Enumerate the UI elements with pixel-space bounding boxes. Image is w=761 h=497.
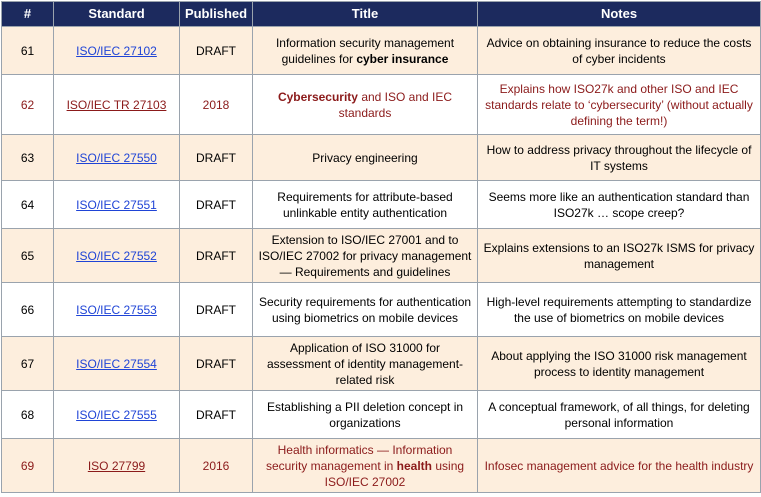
standard-link[interactable]: ISO 27799	[87, 458, 146, 473]
published-cell: 2018	[179, 74, 253, 135]
table-row: 67 ISO/IEC 27554 DRAFT Application of IS…	[1, 336, 761, 391]
standard-link[interactable]: ISO/IEC 27551	[76, 197, 157, 212]
notes-cell: Explains how ISO27k and other ISO and IE…	[477, 74, 761, 135]
published-cell: DRAFT	[179, 180, 253, 229]
notes-cell: Infosec management advice for the health…	[477, 438, 761, 493]
row-number: 66	[1, 282, 54, 337]
published-cell: DRAFT	[179, 336, 253, 391]
table-row: 62 ISO/IEC TR 27103 2018 Cybersecurity a…	[1, 74, 761, 135]
published-cell: DRAFT	[179, 282, 253, 337]
row-number: 67	[1, 336, 54, 391]
title-cell: Extension to ISO/IEC 27001 and to ISO/IE…	[252, 228, 478, 283]
published-cell: 2016	[179, 438, 253, 493]
header-row: # Standard Published Title Notes	[1, 1, 761, 27]
title-cell: Cybersecurity and ISO and IEC standards	[252, 74, 478, 135]
title-cell: Security requirements for authentication…	[252, 282, 478, 337]
title-cell: Privacy engineering	[252, 134, 478, 181]
header-notes: Notes	[477, 1, 761, 27]
standard-link[interactable]: ISO/IEC TR 27103	[66, 97, 167, 112]
title-cell: Establishing a PII deletion concept in o…	[252, 390, 478, 439]
notes-cell: How to address privacy throughout the li…	[477, 134, 761, 181]
row-number: 68	[1, 390, 54, 439]
notes-cell: Seems more like an authentication standa…	[477, 180, 761, 229]
notes-cell: Advice on obtaining insurance to reduce …	[477, 26, 761, 75]
row-number: 65	[1, 228, 54, 283]
notes-cell: High-level requirements attempting to st…	[477, 282, 761, 337]
standard-link[interactable]: ISO/IEC 27555	[76, 407, 157, 422]
table-row: 61 ISO/IEC 27102 DRAFT Information secur…	[1, 26, 761, 75]
row-number: 64	[1, 180, 54, 229]
row-number: 63	[1, 134, 54, 181]
row-number: 69	[1, 438, 54, 493]
table-row: 65 ISO/IEC 27552 DRAFT Extension to ISO/…	[1, 228, 761, 283]
standard-link[interactable]: ISO/IEC 27550	[76, 150, 157, 165]
row-number: 62	[1, 74, 54, 135]
notes-cell: A conceptual framework, of all things, f…	[477, 390, 761, 439]
published-cell: DRAFT	[179, 390, 253, 439]
standard-link[interactable]: ISO/IEC 27552	[76, 248, 157, 263]
header-published: Published	[179, 1, 253, 27]
title-cell: Application of ISO 31000 for assessment …	[252, 336, 478, 391]
published-cell: DRAFT	[179, 26, 253, 75]
header-title: Title	[252, 1, 478, 27]
table-row: 68 ISO/IEC 27555 DRAFT Establishing a PI…	[1, 390, 761, 439]
table-row: 63 ISO/IEC 27550 DRAFT Privacy engineeri…	[1, 134, 761, 181]
standard-link[interactable]: ISO/IEC 27554	[76, 356, 157, 371]
title-cell: Information security management guidelin…	[252, 26, 478, 75]
notes-cell: About applying the ISO 31000 risk manage…	[477, 336, 761, 391]
title-cell: Health informatics — Information securit…	[252, 438, 478, 493]
standard-link[interactable]: ISO/IEC 27553	[76, 302, 157, 317]
table-row: 69 ISO 27799 2016 Health informatics — I…	[1, 438, 761, 493]
title-cell: Requirements for attribute-based unlinka…	[252, 180, 478, 229]
table-row: 64 ISO/IEC 27551 DRAFT Requirements for …	[1, 180, 761, 229]
published-cell: DRAFT	[179, 228, 253, 283]
table-row: 66 ISO/IEC 27553 DRAFT Security requirem…	[1, 282, 761, 337]
header-standard: Standard	[53, 1, 180, 27]
published-cell: DRAFT	[179, 134, 253, 181]
row-number: 61	[1, 26, 54, 75]
header-number: #	[1, 1, 54, 27]
standard-link[interactable]: ISO/IEC 27102	[76, 43, 157, 58]
notes-cell: Explains extensions to an ISO27k ISMS fo…	[477, 228, 761, 283]
